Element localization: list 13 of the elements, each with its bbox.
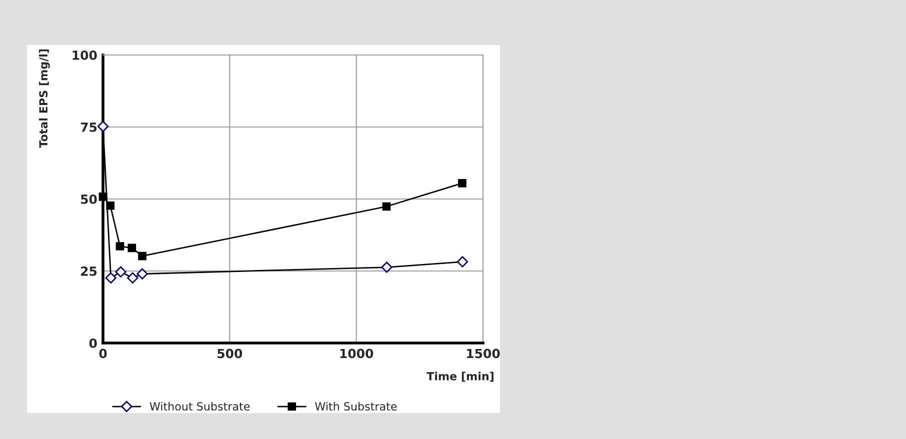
- y-axis-title: Total EPS [mg/l]: [38, 49, 50, 148]
- legend-label: With Substrate: [315, 402, 397, 411]
- x-tick-label: 500: [218, 348, 242, 358]
- legend-label: Without Substrate: [150, 402, 250, 411]
- y-tick-label: 100: [72, 50, 97, 60]
- y-tick-label: 25: [81, 266, 97, 276]
- y-tick-label: 0: [89, 338, 97, 348]
- y-tick-label: 50: [81, 194, 97, 204]
- x-tick-label: 0: [99, 348, 107, 358]
- y-tick-label: 75: [80, 122, 97, 132]
- x-tick-label: 1000: [340, 348, 374, 358]
- x-tick-label: 1500: [467, 348, 500, 358]
- x-axis-title: Time [min]: [426, 372, 494, 382]
